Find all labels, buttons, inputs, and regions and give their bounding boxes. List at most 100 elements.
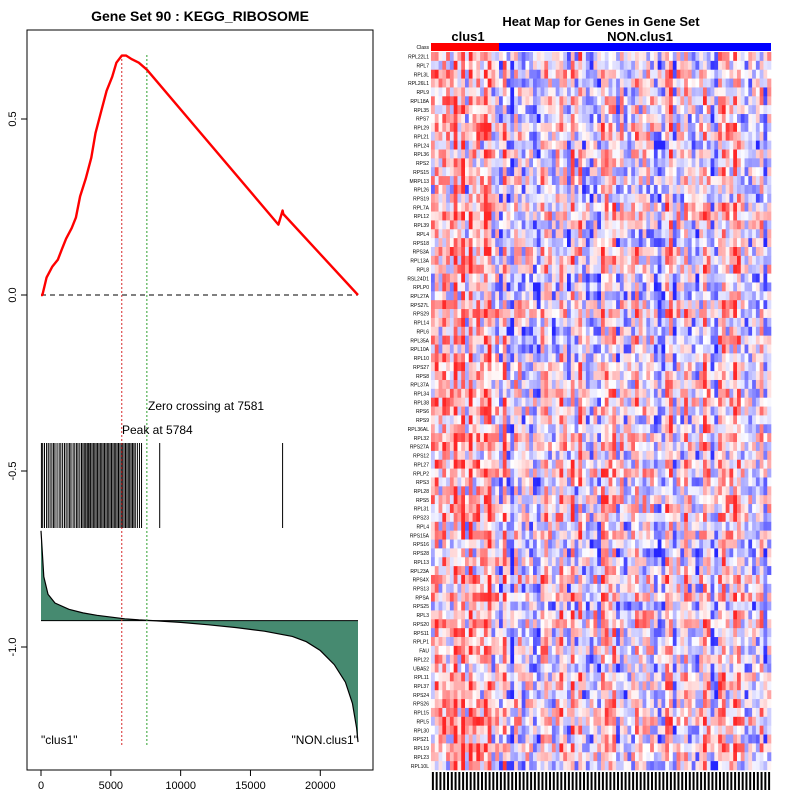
heatmap-cell bbox=[657, 504, 662, 514]
heatmap-cell bbox=[740, 176, 745, 186]
heatmap-cell bbox=[691, 211, 696, 221]
heatmap-cell bbox=[514, 442, 519, 452]
heatmap-cell bbox=[744, 202, 749, 212]
heatmap-cell bbox=[721, 512, 726, 523]
heatmap-cell bbox=[601, 406, 606, 416]
heatmap-cell bbox=[740, 486, 745, 496]
heatmap-cell bbox=[729, 273, 734, 283]
heatmap-cell bbox=[529, 140, 534, 150]
heatmap-cell bbox=[721, 388, 726, 398]
heatmap-cell bbox=[510, 96, 515, 106]
heatmap-cell bbox=[744, 220, 749, 230]
heatmap-cell bbox=[619, 247, 624, 257]
heatmap-cell bbox=[540, 291, 545, 301]
heatmap-cell bbox=[680, 229, 685, 239]
heatmap-cell bbox=[661, 477, 666, 487]
heatmap-cell bbox=[544, 335, 549, 345]
heatmap-cell bbox=[468, 335, 473, 345]
heatmap-cell bbox=[657, 326, 662, 336]
heatmap-cell bbox=[714, 184, 719, 195]
heatmap-cell bbox=[514, 433, 519, 443]
heatmap-cell bbox=[483, 459, 488, 469]
heatmap-cell bbox=[665, 388, 670, 398]
heatmap-cell bbox=[548, 468, 553, 478]
heatmap-cell bbox=[714, 140, 719, 150]
heatmap-cell bbox=[434, 512, 439, 523]
heatmap-cell bbox=[453, 87, 458, 97]
heatmap-cell bbox=[570, 397, 575, 407]
heatmap-cell bbox=[612, 335, 617, 345]
heatmap-cell bbox=[650, 211, 655, 221]
heatmap-cell bbox=[567, 388, 572, 398]
heatmap-cell bbox=[559, 96, 564, 106]
heatmap-cell bbox=[703, 406, 708, 416]
heatmap-cell bbox=[604, 176, 609, 186]
heatmap-cell bbox=[661, 273, 666, 283]
heatmap-cell bbox=[733, 238, 738, 248]
heatmap-cell bbox=[672, 415, 677, 425]
heatmap-cell bbox=[468, 433, 473, 443]
heatmap-cell bbox=[744, 96, 749, 106]
heatmap-cell bbox=[593, 353, 598, 363]
heatmap-cell bbox=[551, 344, 556, 354]
heatmap-cell bbox=[687, 176, 692, 186]
heatmap-cell bbox=[759, 326, 764, 336]
heatmap-cell bbox=[582, 158, 587, 168]
heatmap-cell bbox=[691, 122, 696, 133]
heatmap-cell bbox=[748, 450, 753, 461]
heatmap-cell bbox=[661, 353, 666, 363]
heatmap-cell bbox=[536, 211, 541, 221]
heatmap-cell bbox=[499, 273, 504, 283]
heatmap-cell bbox=[449, 379, 454, 390]
heatmap-cell bbox=[653, 255, 658, 266]
heatmap-cell bbox=[446, 468, 451, 478]
heatmap-cell bbox=[669, 371, 674, 381]
heatmap-cell bbox=[665, 220, 670, 230]
heatmap-cell bbox=[483, 362, 488, 372]
heatmap-cell bbox=[597, 344, 602, 354]
heatmap-cell bbox=[457, 87, 462, 97]
heatmap-cell bbox=[657, 477, 662, 487]
heatmap-cell bbox=[744, 131, 749, 141]
heatmap-cell bbox=[563, 415, 568, 425]
heatmap-cell bbox=[567, 495, 572, 505]
heatmap-cell bbox=[544, 255, 549, 266]
heatmap-cell bbox=[687, 495, 692, 505]
heatmap-cell bbox=[672, 344, 677, 354]
heatmap-cell bbox=[710, 371, 715, 381]
heatmap-cell bbox=[514, 96, 519, 106]
heatmap-cell bbox=[570, 60, 575, 71]
heatmap-cell bbox=[551, 495, 556, 505]
heatmap-cell bbox=[589, 486, 594, 496]
heatmap-cell bbox=[593, 477, 598, 487]
heatmap-cell bbox=[619, 300, 624, 310]
heatmap-cell bbox=[684, 60, 689, 71]
heatmap-cell bbox=[718, 264, 723, 274]
heatmap-cell bbox=[703, 371, 708, 381]
heatmap-cell bbox=[517, 167, 522, 177]
heatmap-cell bbox=[597, 140, 602, 150]
heatmap-cell bbox=[661, 424, 666, 434]
heatmap-cell bbox=[619, 459, 624, 469]
heatmap-cell bbox=[601, 264, 606, 274]
heatmap-cell bbox=[472, 247, 477, 257]
heatmap-cell bbox=[729, 149, 734, 159]
heatmap-cell bbox=[752, 202, 757, 212]
heatmap-cell bbox=[733, 87, 738, 97]
heatmap-cell bbox=[476, 379, 481, 390]
heatmap-cell bbox=[706, 362, 711, 372]
heatmap-cell bbox=[465, 220, 470, 230]
heatmap-cell bbox=[476, 202, 481, 212]
heatmap-cell bbox=[718, 397, 723, 407]
heatmap-cell bbox=[521, 530, 526, 540]
heatmap-cell bbox=[627, 52, 632, 62]
heatmap-cell bbox=[691, 291, 696, 301]
heatmap-cell bbox=[585, 282, 590, 292]
heatmap-cell bbox=[472, 229, 477, 239]
heatmap-cell bbox=[733, 326, 738, 336]
heatmap-cell bbox=[718, 193, 723, 203]
heatmap-cell bbox=[548, 122, 553, 133]
heatmap-cell bbox=[604, 300, 609, 310]
heatmap-cell bbox=[502, 282, 507, 292]
heatmap-cell bbox=[570, 158, 575, 168]
